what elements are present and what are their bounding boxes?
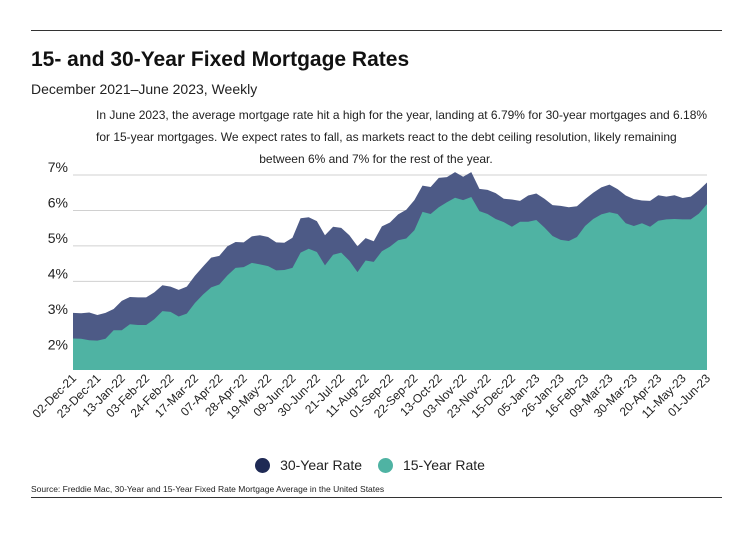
y-tick-label: 4%: [48, 265, 68, 281]
top-rule: [31, 30, 722, 31]
annotation-line-2: for 15-year mortgages. We expect rates t…: [96, 130, 677, 144]
legend-swatch-15yr: [377, 457, 393, 473]
legend-item-30yr: 30-Year Rate: [255, 457, 362, 473]
legend-swatch-30yr: [255, 457, 271, 473]
bottom-rule: [31, 497, 722, 498]
legend-label-15yr: 15-Year Rate: [402, 457, 485, 473]
y-tick-label: 6%: [48, 194, 68, 210]
area-15-year-rate: [73, 196, 707, 370]
source-note: Source: Freddie Mac, 30-Year and 15-Year…: [31, 484, 385, 494]
legend-item-15yr: 15-Year Rate: [377, 457, 485, 473]
chart-annotation: In June 2023, the average mortgage rate …: [96, 104, 708, 170]
y-axis: 2% 3% 4% 5% 6% 7%: [48, 159, 68, 352]
y-tick-label: 3%: [48, 301, 68, 317]
y-tick-label: 7%: [48, 159, 68, 175]
y-tick-label: 5%: [48, 230, 68, 246]
chart-subtitle: December 2021–June 2023, Weekly: [31, 81, 258, 97]
chart-title: 15- and 30-Year Fixed Mortgage Rates: [31, 48, 410, 71]
chart-legend: 30-Year Rate 15-Year Rate: [0, 457, 740, 476]
y-tick-label: 2%: [48, 336, 68, 352]
annotation-line-1: In June 2023, the average mortgage rate …: [96, 108, 708, 122]
legend-label-30yr: 30-Year Rate: [280, 457, 363, 473]
annotation-line-3: between 6% and 7% for the rest of the ye…: [259, 152, 493, 166]
series-areas: [73, 172, 707, 370]
x-axis: 02-Dec-2123-Dec-2113-Jan-2203-Feb-2224-F…: [30, 371, 714, 422]
